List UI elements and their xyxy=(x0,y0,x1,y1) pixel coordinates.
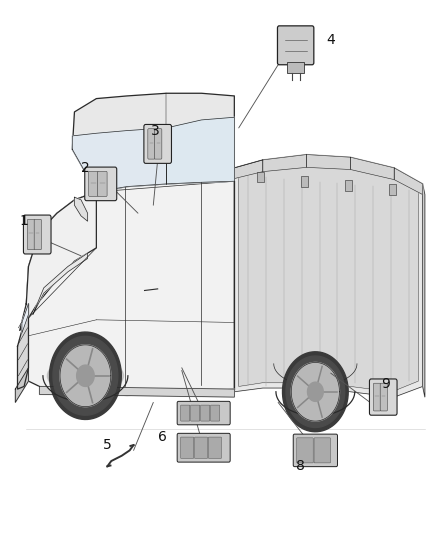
Text: 5: 5 xyxy=(103,438,112,452)
Polygon shape xyxy=(234,155,423,397)
FancyBboxPatch shape xyxy=(98,171,107,196)
Polygon shape xyxy=(283,352,348,432)
Bar xyxy=(345,180,352,191)
Polygon shape xyxy=(234,160,263,179)
Polygon shape xyxy=(22,304,28,333)
FancyBboxPatch shape xyxy=(177,433,230,462)
Polygon shape xyxy=(47,357,124,394)
FancyBboxPatch shape xyxy=(278,26,314,64)
FancyBboxPatch shape xyxy=(148,128,155,159)
Polygon shape xyxy=(22,181,234,395)
FancyBboxPatch shape xyxy=(194,437,208,458)
FancyBboxPatch shape xyxy=(24,215,51,254)
Polygon shape xyxy=(72,93,234,192)
FancyBboxPatch shape xyxy=(370,379,397,415)
Text: 9: 9 xyxy=(381,377,390,391)
FancyBboxPatch shape xyxy=(208,437,222,458)
Bar xyxy=(389,184,396,195)
Polygon shape xyxy=(33,253,88,314)
FancyBboxPatch shape xyxy=(373,383,381,411)
Polygon shape xyxy=(72,128,166,192)
Bar xyxy=(287,61,304,73)
Polygon shape xyxy=(239,162,418,392)
Polygon shape xyxy=(291,362,339,421)
FancyBboxPatch shape xyxy=(201,405,210,421)
FancyBboxPatch shape xyxy=(297,438,313,463)
Polygon shape xyxy=(15,368,28,402)
Polygon shape xyxy=(166,117,234,184)
Polygon shape xyxy=(39,386,234,397)
Polygon shape xyxy=(77,365,94,386)
Polygon shape xyxy=(350,157,394,180)
FancyBboxPatch shape xyxy=(380,383,387,411)
Text: 2: 2 xyxy=(81,161,90,175)
Polygon shape xyxy=(60,345,111,407)
Polygon shape xyxy=(53,336,118,415)
Polygon shape xyxy=(286,356,345,427)
Text: 1: 1 xyxy=(20,214,28,228)
FancyBboxPatch shape xyxy=(314,438,330,463)
FancyBboxPatch shape xyxy=(85,167,117,200)
FancyBboxPatch shape xyxy=(28,219,35,249)
FancyBboxPatch shape xyxy=(177,401,230,425)
Polygon shape xyxy=(307,382,323,401)
FancyBboxPatch shape xyxy=(211,405,220,421)
Text: 4: 4 xyxy=(326,33,335,47)
Polygon shape xyxy=(394,168,423,195)
Bar xyxy=(301,176,308,187)
Polygon shape xyxy=(423,184,425,397)
Bar xyxy=(257,172,264,182)
Text: 8: 8 xyxy=(296,459,304,473)
Text: 3: 3 xyxy=(151,124,160,138)
FancyBboxPatch shape xyxy=(34,219,41,249)
Polygon shape xyxy=(263,155,307,172)
FancyBboxPatch shape xyxy=(191,405,200,421)
Polygon shape xyxy=(307,155,350,169)
Polygon shape xyxy=(20,192,96,330)
FancyBboxPatch shape xyxy=(180,405,190,421)
Polygon shape xyxy=(74,197,88,221)
Polygon shape xyxy=(18,304,28,389)
FancyBboxPatch shape xyxy=(180,437,194,458)
FancyBboxPatch shape xyxy=(293,434,337,467)
FancyBboxPatch shape xyxy=(88,171,98,196)
FancyBboxPatch shape xyxy=(155,128,162,159)
FancyBboxPatch shape xyxy=(144,125,171,163)
Text: 6: 6 xyxy=(158,430,166,444)
Polygon shape xyxy=(49,332,121,419)
